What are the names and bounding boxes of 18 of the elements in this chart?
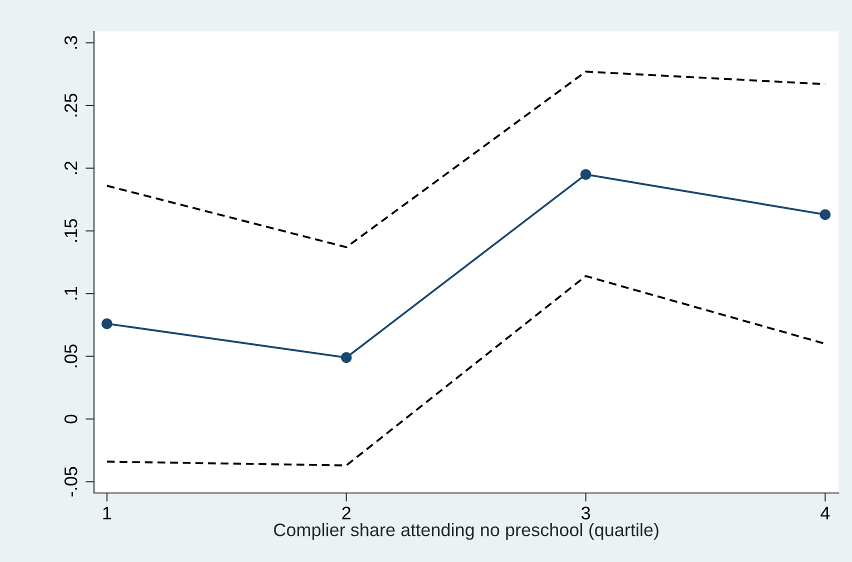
y-tick-label: .3 (64, 36, 78, 49)
point (820, 209, 831, 220)
point (102, 318, 112, 330)
line-series (106, 275, 826, 466)
x-tick-label: 3 (581, 506, 590, 520)
x-tick-label: 1 (103, 506, 112, 520)
y-tick-label: .15 (64, 219, 78, 242)
point (340, 352, 352, 363)
y-tick-label: .1 (64, 286, 78, 300)
x-tick-label: 4 (820, 506, 830, 520)
y-tick-label: .05 (64, 344, 78, 368)
y-tick-label: 0 (64, 414, 78, 424)
x-axis-title: Complier share attending no preschool (quartile) (274, 523, 658, 540)
y-tick-label: -.05 (64, 466, 78, 496)
y-tick-label: .2 (64, 162, 78, 174)
x-tick-label: 2 (342, 506, 350, 520)
point (580, 169, 592, 180)
y-tick-label: .25 (64, 94, 78, 116)
